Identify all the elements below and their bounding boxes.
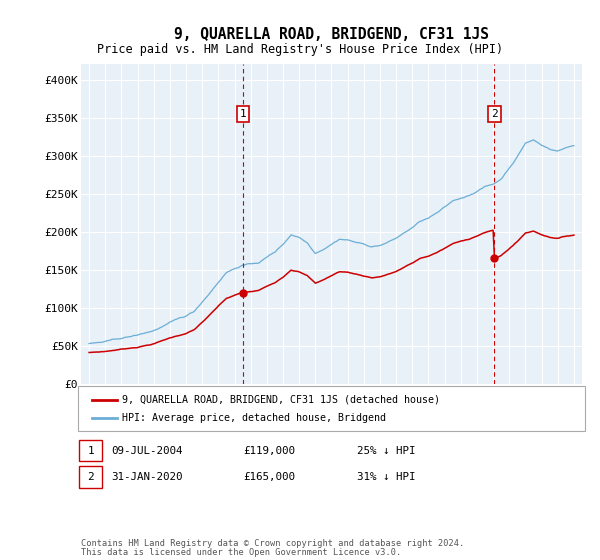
Text: 25% ↓ HPI: 25% ↓ HPI	[357, 446, 415, 456]
Text: 31-JAN-2020: 31-JAN-2020	[111, 472, 182, 482]
Title: 9, QUARELLA ROAD, BRIDGEND, CF31 1JS: 9, QUARELLA ROAD, BRIDGEND, CF31 1JS	[174, 27, 489, 43]
Text: £165,000: £165,000	[243, 472, 295, 482]
Text: 9, QUARELLA ROAD, BRIDGEND, CF31 1JS (detached house): 9, QUARELLA ROAD, BRIDGEND, CF31 1JS (de…	[122, 395, 440, 405]
Text: 1: 1	[87, 446, 94, 456]
Text: This data is licensed under the Open Government Licence v3.0.: This data is licensed under the Open Gov…	[81, 548, 401, 557]
Text: 1: 1	[239, 109, 247, 119]
Text: 31% ↓ HPI: 31% ↓ HPI	[357, 472, 415, 482]
Text: 09-JUL-2004: 09-JUL-2004	[111, 446, 182, 456]
Text: Price paid vs. HM Land Registry's House Price Index (HPI): Price paid vs. HM Land Registry's House …	[97, 43, 503, 56]
Text: Contains HM Land Registry data © Crown copyright and database right 2024.: Contains HM Land Registry data © Crown c…	[81, 539, 464, 548]
Text: 2: 2	[87, 472, 94, 482]
Text: HPI: Average price, detached house, Bridgend: HPI: Average price, detached house, Brid…	[122, 413, 386, 423]
Text: £119,000: £119,000	[243, 446, 295, 456]
Text: 2: 2	[491, 109, 498, 119]
